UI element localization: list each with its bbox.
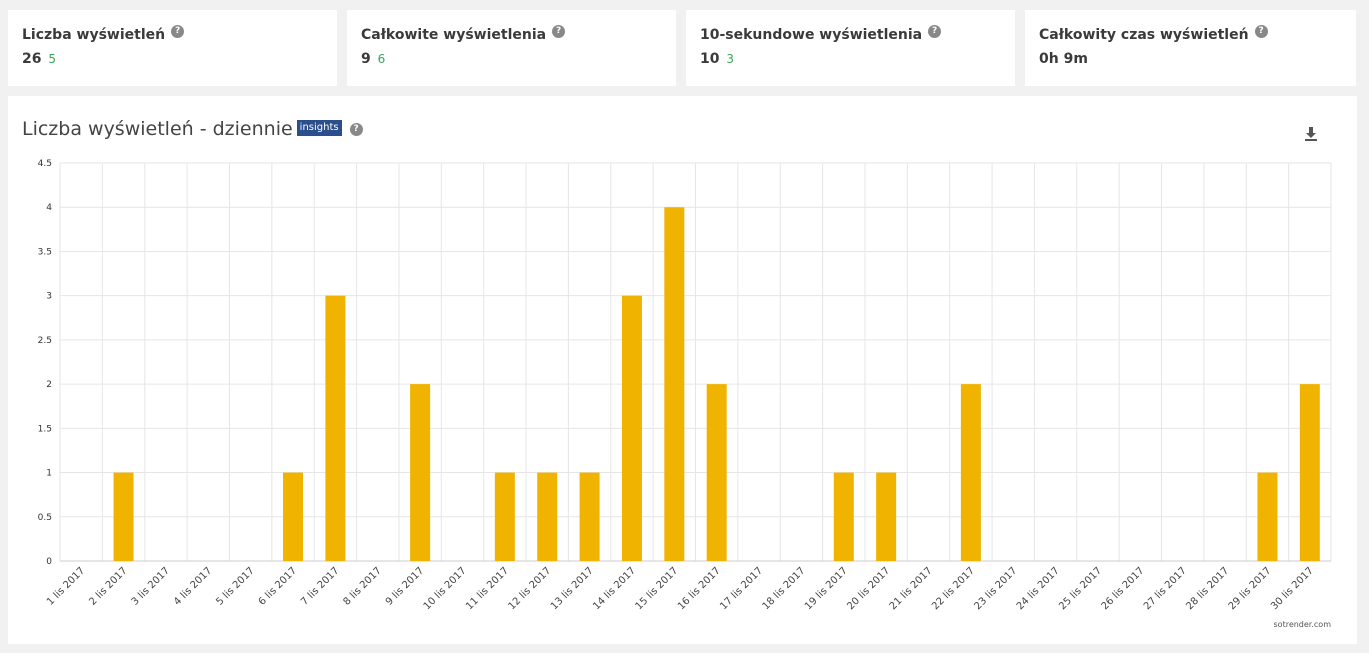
stat-value: 10: [700, 51, 720, 67]
bar: [960, 384, 981, 561]
x-tick-label: 26 lis 2017: [1100, 565, 1147, 612]
stat-delta: 5: [48, 52, 56, 66]
y-tick-label: 2.5: [38, 336, 52, 346]
x-tick-label: 13 lis 2017: [549, 565, 596, 612]
bar: [494, 472, 515, 561]
watermark: sotrender.com: [1273, 620, 1332, 629]
bar: [833, 472, 854, 561]
x-tick-label: 29 lis 2017: [1227, 565, 1274, 612]
bar: [1299, 384, 1320, 561]
x-tick-label: 27 lis 2017: [1142, 565, 1189, 612]
stat-card-views: Liczba wyświetleń ? 26 5: [8, 10, 337, 86]
x-tick-label: 2 lis 2017: [87, 565, 129, 607]
bar: [537, 472, 558, 561]
x-tick-label: 24 lis 2017: [1015, 565, 1062, 612]
x-tick-label: 5 lis 2017: [214, 565, 256, 607]
help-icon[interactable]: ?: [1254, 24, 1268, 38]
x-tick-label: 14 lis 2017: [591, 565, 638, 612]
help-icon[interactable]: ?: [928, 24, 942, 38]
stat-value: 0h 9m: [1039, 51, 1088, 67]
download-icon[interactable]: [1303, 126, 1319, 142]
x-tick-label: 1 lis 2017: [45, 565, 87, 607]
x-tick-label: 11 lis 2017: [464, 565, 511, 612]
x-tick-label: 17 lis 2017: [718, 565, 765, 612]
x-tick-label: 25 lis 2017: [1057, 565, 1104, 612]
x-tick-label: 3 lis 2017: [130, 565, 172, 607]
bar: [283, 472, 304, 561]
x-tick-label: 4 lis 2017: [172, 565, 214, 607]
daily-views-chart: 0 0.5 1 1.5 2 2.5 3 3.5 4 4.5 1 lis 2017 2 lis 2017…: [38, 159, 1332, 612]
stat-delta: 3: [726, 52, 734, 66]
x-tick-label: 16 lis 2017: [676, 565, 723, 612]
bar: [113, 472, 134, 561]
y-tick-label: 4: [46, 203, 52, 213]
bar: [410, 384, 431, 561]
help-icon[interactable]: ?: [552, 24, 566, 38]
stat-label: Całkowity czas wyświetleń: [1039, 27, 1249, 43]
help-icon[interactable]: ?: [349, 122, 363, 136]
x-tick-label: 18 lis 2017: [761, 565, 808, 612]
x-tick-label: 22 lis 2017: [930, 565, 977, 612]
bar: [579, 472, 600, 561]
panel-title-text: Liczba wyświetleń - dziennie: [22, 118, 293, 140]
stat-delta: 6: [377, 52, 386, 66]
stat-card-10s-views: 10-sekundowe wyświetlenia ? 10 3: [686, 10, 1015, 86]
stat-label: 10-sekundowe wyświetlenia: [700, 27, 923, 43]
y-tick-label: 0.5: [38, 513, 52, 523]
bar: [706, 384, 727, 561]
x-tick-label: 28 lis 2017: [1184, 565, 1231, 612]
x-tick-label: 19 lis 2017: [803, 565, 850, 612]
bar: [325, 295, 346, 561]
x-tick-label: 15 lis 2017: [634, 565, 681, 612]
x-tick-label: 9 lis 2017: [384, 565, 426, 607]
stat-card-total-views: Całkowite wyświetlenia ? 9 6: [347, 10, 676, 86]
y-tick-label: 4.5: [38, 159, 52, 169]
y-tick-label: 1.5: [38, 424, 52, 434]
x-tick-label: 20 lis 2017: [845, 565, 892, 612]
bar: [1257, 472, 1278, 561]
panel-title: Liczba wyświetleń - dziennie insights ?: [22, 118, 363, 140]
y-tick-label: 0: [46, 557, 52, 567]
bar: [621, 295, 642, 561]
y-tick-label: 3.5: [38, 247, 52, 257]
y-tick-label: 3: [46, 292, 52, 302]
x-tick-label: 30 lis 2017: [1269, 565, 1316, 612]
x-tick-label: 23 lis 2017: [972, 565, 1019, 612]
insights-badge: insights: [296, 120, 342, 136]
x-tick-label: 21 lis 2017: [888, 565, 935, 612]
stat-card-total-time: Całkowity czas wyświetleń ? 0h 9m: [1025, 10, 1356, 86]
stat-label: Liczba wyświetleń: [22, 27, 166, 43]
x-tick-label: 12 lis 2017: [506, 565, 553, 612]
x-tick-label: 10 lis 2017: [422, 565, 469, 612]
y-tick-label: 1: [46, 469, 52, 479]
stat-value: 9: [361, 51, 371, 67]
x-tick-label: 8 lis 2017: [341, 565, 383, 607]
help-icon[interactable]: ?: [171, 24, 185, 38]
bar: [876, 472, 897, 561]
stat-value: 26: [22, 51, 42, 67]
y-tick-label: 2: [46, 380, 52, 390]
x-tick-label: 6 lis 2017: [257, 565, 299, 607]
bar: [664, 207, 685, 561]
daily-views-panel: Liczba wyświetleń - dziennie insights ? …: [8, 96, 1357, 644]
stat-label: Całkowite wyświetlenia: [361, 27, 547, 43]
x-tick-label: 7 lis 2017: [299, 565, 341, 607]
